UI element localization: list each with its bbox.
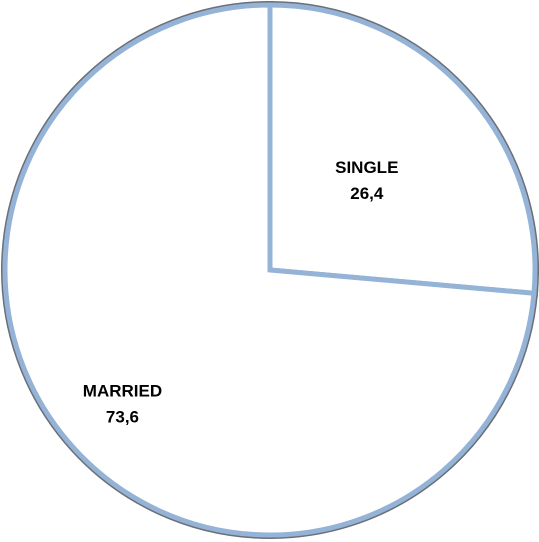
slice-value: 73,6	[106, 408, 139, 427]
slice-value: 26,4	[350, 184, 384, 203]
pie-slice	[267, 2, 538, 296]
slice-label: MARRIED	[83, 382, 162, 401]
slice-label: SINGLE	[335, 158, 398, 177]
